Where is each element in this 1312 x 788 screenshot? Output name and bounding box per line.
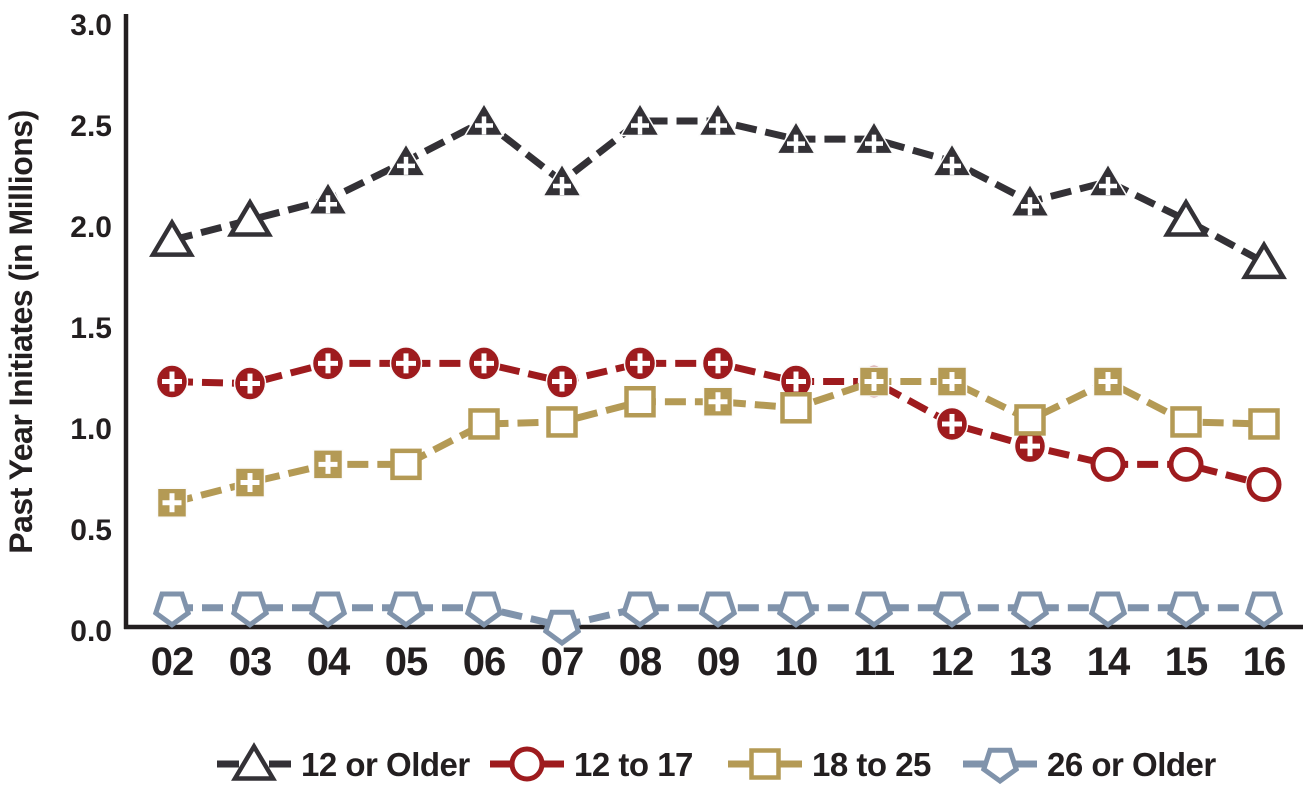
series-18-to-25: [156, 366, 1280, 518]
data-point-marker: [546, 406, 578, 438]
legend-item: 12 to 17: [490, 746, 693, 783]
data-point-marker: [749, 748, 781, 780]
data-point-marker: [1092, 366, 1124, 397]
series-26-or-older: [152, 591, 1284, 647]
data-point-marker: [1246, 467, 1282, 503]
data-point-marker: [231, 742, 277, 781]
y-tick-label: 1.5: [70, 312, 112, 345]
legend-label: 18 to 25: [812, 746, 931, 783]
data-point-marker: [1163, 198, 1209, 237]
y-tick-label: 3.0: [70, 9, 112, 42]
legend: 12 or Older 12 to 17 18 to 25 26 or Older: [217, 742, 1217, 785]
data-point-marker: [1010, 591, 1050, 628]
data-point-marker: [1244, 591, 1284, 628]
data-point-marker: [1168, 446, 1204, 482]
y-axis-title: Past Year Initiates (in Millions): [3, 110, 39, 553]
x-tick-label: 04: [307, 640, 351, 684]
data-point-marker: [776, 591, 816, 628]
x-tick-label: 10: [775, 640, 818, 684]
data-point-marker: [509, 746, 545, 782]
x-tick-label: 13: [1009, 640, 1052, 684]
data-point-marker: [698, 591, 738, 628]
x-tick-label: 15: [1165, 640, 1208, 684]
data-point-marker: [936, 366, 968, 397]
legend-item: 18 to 25: [728, 746, 932, 783]
x-axis-tick-labels: 02 03 04 05 06 07 08 09 10 11 12 13 14 15 16: [151, 640, 1287, 684]
legend-label: 12 or Older: [301, 746, 470, 783]
data-point-marker: [468, 408, 500, 440]
y-axis-tick-labels: 3.0 2.5 2.0 1.5 1.0 0.5 0.0: [70, 9, 112, 648]
legend-label: 12 to 17: [574, 746, 693, 783]
data-point-marker: [1014, 404, 1046, 436]
data-point-marker: [390, 448, 422, 481]
legend-label: 26 or Older: [1047, 746, 1216, 783]
y-tick-label: 0.0: [70, 615, 112, 648]
y-tick-label: 2.5: [70, 110, 112, 143]
data-point-marker: [312, 449, 344, 480]
data-point-marker: [386, 591, 426, 628]
data-point-marker: [464, 591, 504, 628]
x-tick-label: 14: [1087, 640, 1131, 684]
x-tick-label: 07: [541, 640, 584, 684]
x-tick-label: 05: [385, 640, 428, 684]
data-point-marker: [980, 747, 1020, 785]
data-point-marker: [620, 591, 660, 628]
y-tick-label: 2.0: [70, 211, 112, 244]
data-point-marker: [308, 591, 348, 628]
data-point-marker: [1088, 591, 1128, 628]
data-point-marker: [1248, 408, 1280, 440]
series-12-or-older: [149, 101, 1287, 280]
x-tick-label: 12: [931, 640, 974, 684]
legend-item: 12 or Older: [217, 742, 471, 783]
data-point-marker: [1090, 446, 1126, 482]
x-tick-label: 06: [463, 640, 506, 684]
data-point-marker: [1170, 406, 1202, 438]
x-tick-label: 02: [151, 640, 194, 684]
data-point-marker: [624, 385, 656, 418]
y-tick-label: 0.5: [70, 514, 112, 547]
x-tick-label: 16: [1243, 640, 1286, 684]
data-point-marker: [854, 591, 894, 628]
data-point-marker: [149, 218, 195, 257]
data-point-marker: [932, 591, 972, 628]
legend-item: 26 or Older: [963, 746, 1217, 785]
data-point-marker: [1166, 591, 1206, 628]
data-point-marker: [780, 392, 812, 424]
series-12-to-17: [155, 346, 1282, 503]
data-point-marker: [230, 591, 270, 628]
x-tick-label: 11: [854, 640, 895, 684]
data-point-marker: [1241, 240, 1287, 280]
data-point-marker: [152, 591, 192, 628]
data-point-marker: [227, 198, 273, 237]
y-tick-label: 1.0: [70, 413, 112, 446]
x-tick-label: 08: [619, 640, 662, 684]
x-tick-label: 03: [229, 640, 272, 684]
series-line: [171, 377, 1265, 507]
x-tick-label: 09: [697, 640, 740, 684]
plot-series: [149, 101, 1287, 647]
data-point-marker: [542, 609, 582, 647]
